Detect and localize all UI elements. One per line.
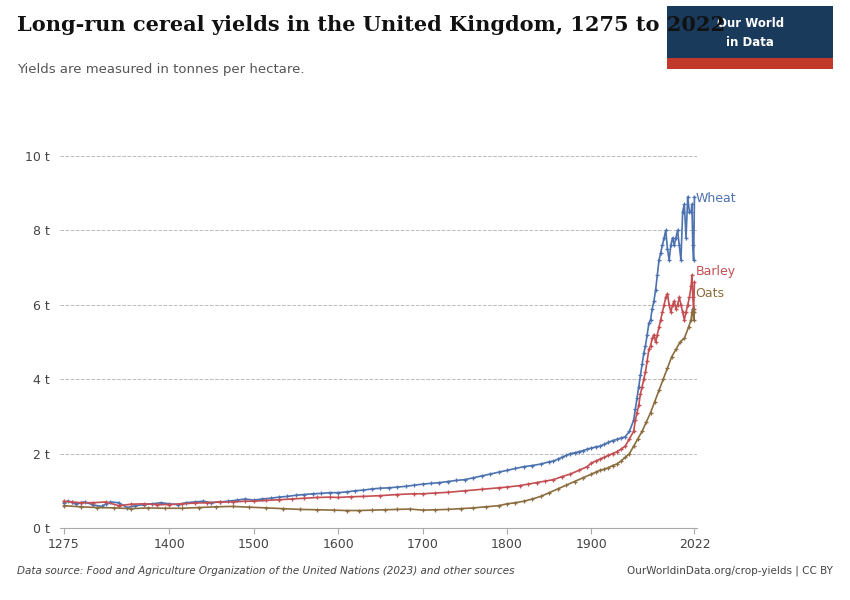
Bar	[667, 6, 833, 58]
Bar	[667, 58, 833, 69]
Text: Our World: Our World	[717, 17, 784, 30]
Text: Wheat: Wheat	[695, 192, 736, 205]
Text: OurWorldinData.org/crop-yields | CC BY: OurWorldinData.org/crop-yields | CC BY	[627, 565, 833, 576]
Text: Yields are measured in tonnes per hectare.: Yields are measured in tonnes per hectar…	[17, 63, 304, 76]
Text: Barley: Barley	[695, 265, 735, 278]
Text: Long-run cereal yields in the United Kingdom, 1275 to 2022: Long-run cereal yields in the United Kin…	[17, 15, 725, 35]
Text: Data source: Food and Agriculture Organization of the United Nations (2023) and : Data source: Food and Agriculture Organi…	[17, 566, 514, 576]
Text: Oats: Oats	[695, 287, 724, 300]
Text: in Data: in Data	[726, 36, 774, 49]
